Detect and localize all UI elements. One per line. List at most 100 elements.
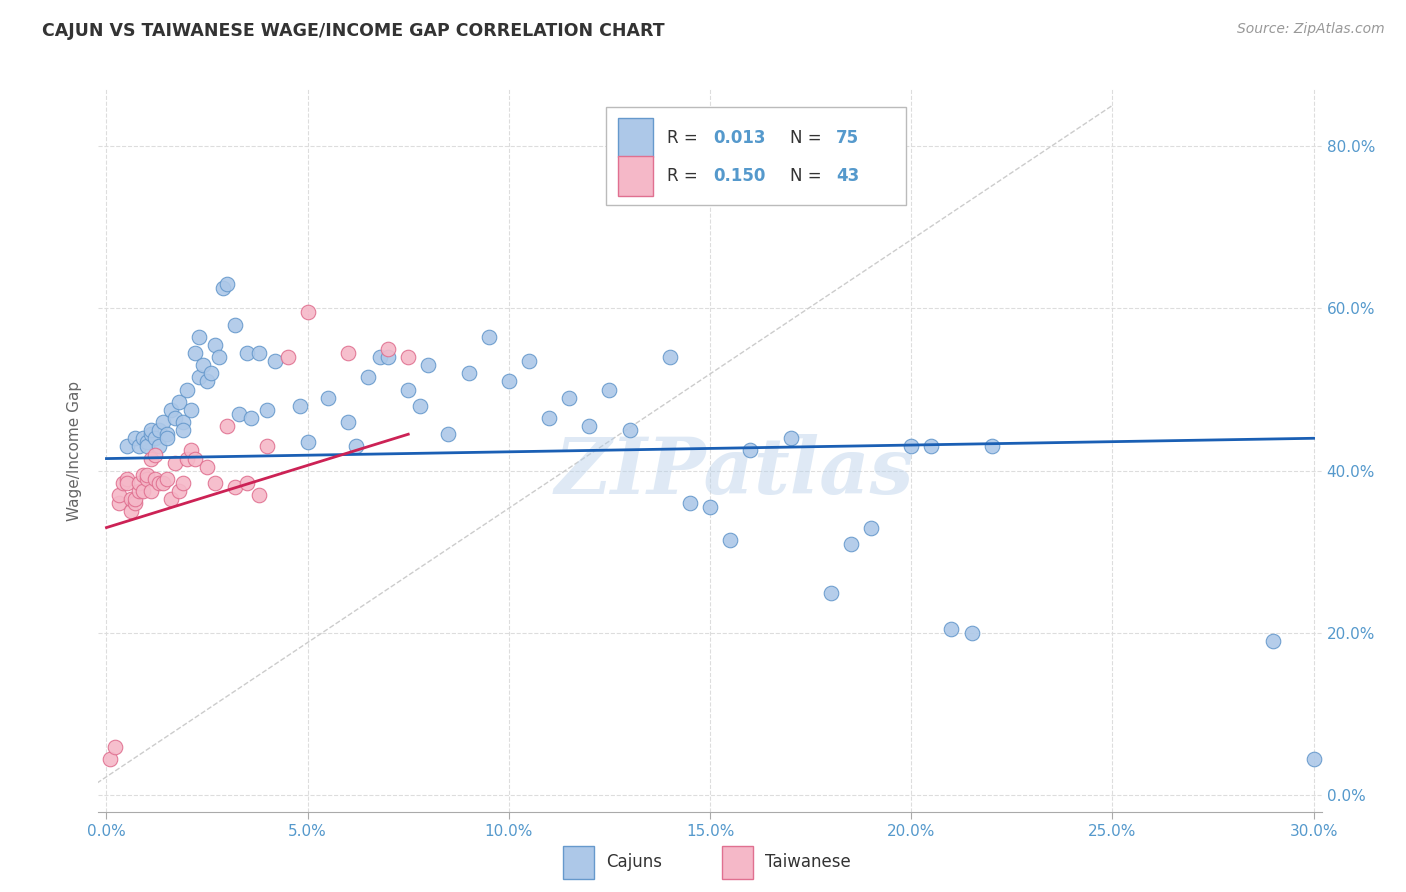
Point	[103, 739, 125, 754]
Point	[148, 439, 170, 453]
Point	[191, 358, 214, 372]
Point	[115, 472, 138, 486]
Point	[478, 330, 501, 344]
Point	[740, 443, 762, 458]
Point	[598, 383, 620, 397]
Point	[184, 346, 207, 360]
Point	[172, 423, 194, 437]
Point	[247, 346, 270, 360]
Point	[167, 484, 190, 499]
Point	[188, 370, 211, 384]
Point	[920, 439, 942, 453]
Text: ZIPatlas: ZIPatlas	[555, 434, 914, 510]
Point	[195, 459, 218, 474]
Point	[336, 346, 359, 360]
Point	[236, 475, 259, 490]
Point	[160, 492, 183, 507]
Point	[558, 391, 581, 405]
Point	[297, 435, 319, 450]
Point	[217, 419, 239, 434]
Point	[204, 475, 226, 490]
Point	[143, 448, 166, 462]
Point	[236, 346, 259, 360]
Point	[115, 439, 138, 453]
Point	[156, 431, 179, 445]
Point	[228, 407, 250, 421]
Point	[131, 467, 153, 482]
FancyBboxPatch shape	[619, 156, 652, 195]
Point	[111, 475, 134, 490]
Point	[131, 431, 153, 445]
Text: Cajuns: Cajuns	[606, 854, 662, 871]
Point	[396, 350, 419, 364]
Text: Taiwanese: Taiwanese	[765, 854, 851, 871]
Text: 0.013: 0.013	[714, 128, 766, 146]
Point	[139, 484, 162, 499]
Point	[148, 475, 170, 490]
Point	[135, 467, 157, 482]
Point	[200, 367, 222, 381]
Point	[139, 451, 162, 466]
Point	[256, 439, 278, 453]
Point	[204, 338, 226, 352]
Point	[115, 475, 138, 490]
Point	[357, 370, 380, 384]
Point	[437, 427, 460, 442]
Point	[124, 431, 146, 445]
Point	[143, 472, 166, 486]
Point	[212, 281, 235, 295]
Point	[264, 354, 287, 368]
Point	[538, 411, 561, 425]
Y-axis label: Wage/Income Gap: Wage/Income Gap	[67, 380, 83, 521]
Point	[658, 350, 681, 364]
Point	[148, 423, 170, 437]
Point	[779, 431, 801, 445]
Point	[172, 415, 194, 429]
Point	[152, 415, 174, 429]
Point	[368, 350, 391, 364]
Point	[960, 626, 983, 640]
Point	[195, 375, 218, 389]
Point	[457, 367, 479, 381]
Point	[316, 391, 339, 405]
Point	[128, 475, 150, 490]
Point	[135, 435, 157, 450]
Point	[156, 472, 179, 486]
Point	[107, 488, 129, 502]
Point	[1302, 752, 1324, 766]
Point	[859, 520, 882, 534]
Point	[297, 305, 319, 319]
FancyBboxPatch shape	[723, 846, 752, 879]
Point	[288, 399, 311, 413]
Point	[820, 585, 842, 599]
Text: 75: 75	[837, 128, 859, 146]
Point	[377, 350, 399, 364]
FancyBboxPatch shape	[564, 846, 593, 879]
Point	[120, 504, 142, 518]
Point	[152, 475, 174, 490]
Point	[718, 533, 741, 547]
Point	[256, 402, 278, 417]
Point	[167, 394, 190, 409]
Point	[224, 480, 246, 494]
Point	[135, 439, 157, 453]
Point	[180, 402, 202, 417]
Point	[120, 492, 142, 507]
Point	[128, 484, 150, 499]
Point	[135, 472, 157, 486]
Text: CAJUN VS TAIWANESE WAGE/INCOME GAP CORRELATION CHART: CAJUN VS TAIWANESE WAGE/INCOME GAP CORRE…	[42, 22, 665, 40]
Point	[188, 330, 211, 344]
Point	[131, 484, 153, 499]
Point	[240, 411, 263, 425]
Text: N =: N =	[790, 128, 827, 146]
Text: 43: 43	[837, 167, 859, 185]
Point	[699, 500, 721, 515]
Point	[143, 431, 166, 445]
Point	[208, 350, 231, 364]
Point	[277, 350, 299, 364]
Text: N =: N =	[790, 167, 827, 185]
Text: 0.150: 0.150	[714, 167, 766, 185]
Point	[107, 496, 129, 510]
Point	[163, 411, 186, 425]
Point	[139, 427, 162, 442]
